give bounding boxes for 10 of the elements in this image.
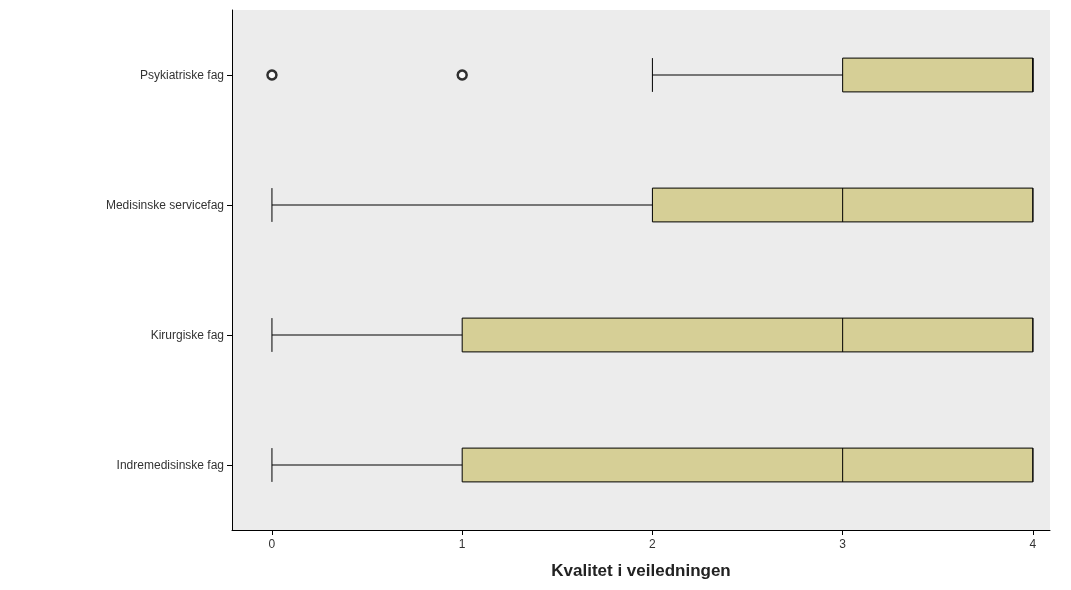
x-tick-label: 4 — [1029, 537, 1037, 551]
x-tick-label: 2 — [649, 537, 657, 551]
y-tick-label: Medisinske servicefag — [105, 198, 224, 212]
y-tick-label: Kirurgiske fag — [150, 328, 224, 342]
x-tick-label: 0 — [268, 537, 276, 551]
y-tick-label: Psykiatriske fag — [139, 68, 224, 82]
x-tick-label: 3 — [839, 537, 847, 551]
x-tick-label: 1 — [458, 537, 466, 551]
y-tick-label: Indremedisinske fag — [116, 458, 224, 472]
x-axis-title: Kvalitet i veiledningen — [551, 561, 731, 580]
